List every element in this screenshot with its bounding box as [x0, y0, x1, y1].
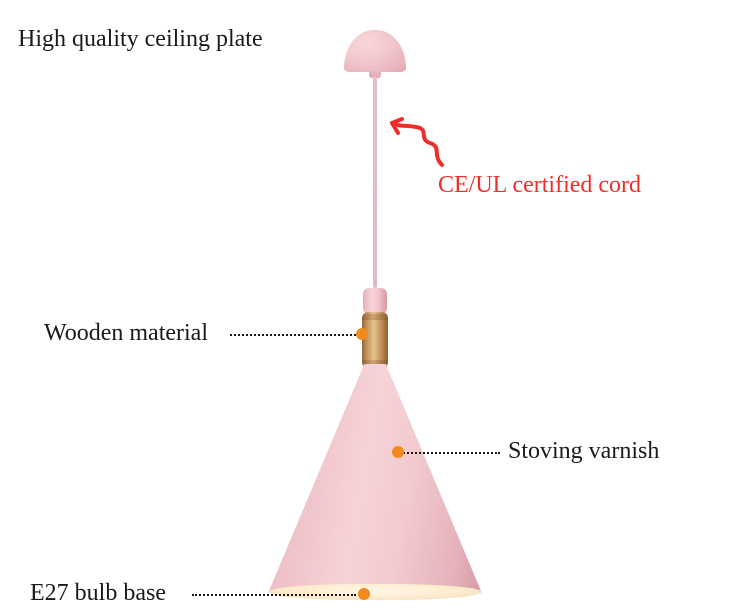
- cord-shape: [373, 76, 377, 288]
- ceiling-plate-shape: [344, 30, 406, 72]
- diagram-stage: High quality ceiling plate CE/UL certifi…: [0, 0, 741, 613]
- dot-varnish: [392, 446, 404, 458]
- leader-bulb: [192, 594, 356, 596]
- label-stoving-varnish: Stoving varnish: [508, 438, 659, 465]
- label-wooden-material: Wooden material: [44, 320, 208, 347]
- leader-varnish: [400, 452, 500, 454]
- dot-wood: [356, 328, 368, 340]
- lamp-shade-cone: [268, 364, 482, 598]
- lamp-shade: [268, 364, 482, 598]
- arrow-squiggle-icon: [382, 115, 452, 175]
- dot-bulb: [358, 588, 370, 600]
- leader-wood: [230, 334, 360, 336]
- label-bulb-base: E27 bulb base: [30, 580, 166, 607]
- wooden-segment-shape: [362, 312, 388, 368]
- lamp-shade-bulb-glow: [268, 584, 482, 600]
- neck-shape: [363, 288, 387, 314]
- label-cord: CE/UL certified cord: [438, 172, 641, 199]
- label-ceiling-plate: High quality ceiling plate: [18, 26, 263, 53]
